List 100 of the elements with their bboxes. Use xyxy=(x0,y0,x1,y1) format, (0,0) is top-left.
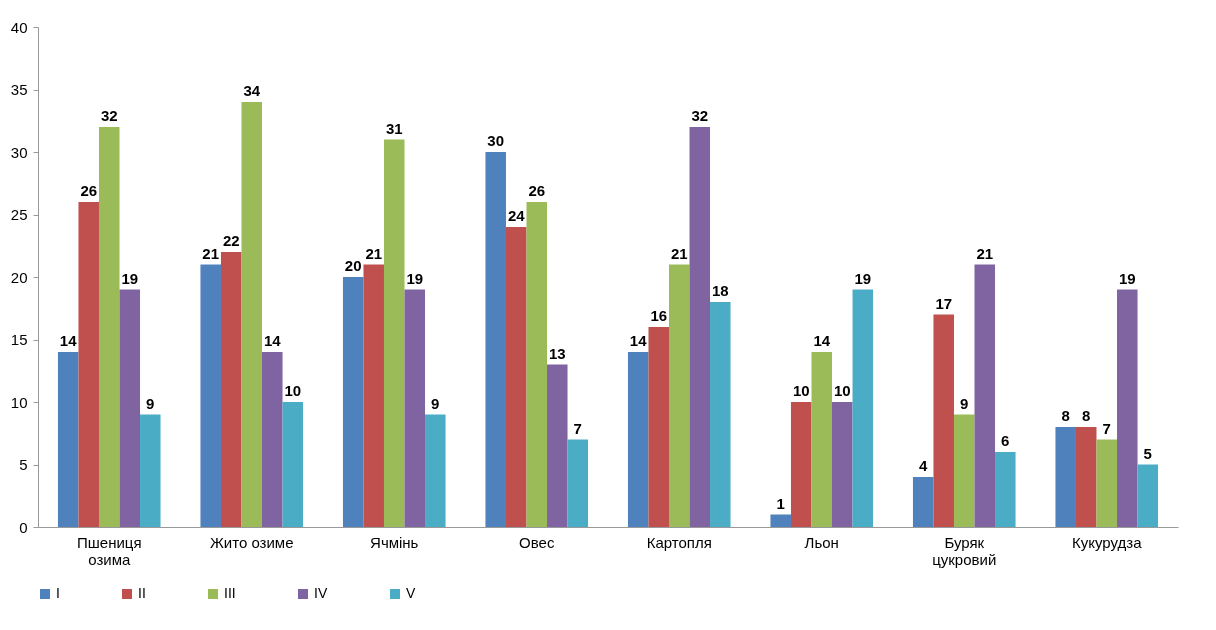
bar xyxy=(953,414,975,527)
data-label: 8 xyxy=(1061,407,1070,424)
data-label: 7 xyxy=(1102,419,1111,437)
legend-label: IV xyxy=(314,585,328,601)
data-label: 19 xyxy=(854,269,872,287)
data-label: 10 xyxy=(792,382,810,399)
bar xyxy=(770,514,791,527)
bar xyxy=(1137,464,1159,527)
bar xyxy=(241,102,263,527)
data-label: 32 xyxy=(691,107,709,124)
data-label: 6 xyxy=(1001,432,1010,449)
data-label: 21 xyxy=(976,244,994,262)
bar xyxy=(547,364,568,527)
y-tick-label: 40 xyxy=(10,18,28,36)
data-label: 10 xyxy=(284,382,302,399)
data-label: 7 xyxy=(573,419,582,437)
data-label: 30 xyxy=(487,132,505,149)
data-label: 32 xyxy=(100,107,118,124)
bar xyxy=(790,402,812,527)
bar xyxy=(485,152,506,527)
bar xyxy=(57,352,79,527)
bar xyxy=(832,402,853,527)
bar xyxy=(363,264,384,527)
bar xyxy=(974,264,996,527)
y-tick-label: 15 xyxy=(10,331,28,348)
bar xyxy=(668,264,690,527)
legend-label: III xyxy=(224,585,236,601)
bar xyxy=(425,414,446,527)
data-label: 26 xyxy=(80,182,98,199)
data-label: 16 xyxy=(650,307,668,324)
data-label: 26 xyxy=(528,182,546,199)
data-label: 17 xyxy=(935,294,953,312)
data-label: 14 xyxy=(629,332,648,349)
bar xyxy=(710,302,731,527)
x-tick-label: Льон xyxy=(804,533,839,551)
data-label: 19 xyxy=(121,269,139,287)
legend-label: I xyxy=(56,585,60,601)
x-tick-label: Ячмінь xyxy=(370,533,419,551)
data-label: 24 xyxy=(507,207,526,224)
bar xyxy=(140,414,161,527)
data-label: 34 xyxy=(243,82,261,99)
bar xyxy=(98,127,120,527)
data-label: 5 xyxy=(1143,444,1152,462)
data-label: 31 xyxy=(385,119,403,137)
data-label: 8 xyxy=(1082,407,1091,424)
data-label: 21 xyxy=(202,244,220,262)
x-tick-label: Буряк цукровий xyxy=(932,533,997,568)
data-label: 18 xyxy=(711,282,729,299)
bar xyxy=(383,139,405,527)
data-label: 22 xyxy=(222,232,240,249)
data-label: 4 xyxy=(919,457,929,474)
bar xyxy=(1075,427,1097,527)
bar xyxy=(811,352,833,527)
y-tick-label: 0 xyxy=(19,518,28,536)
bar xyxy=(648,327,669,527)
y-tick-label: 30 xyxy=(10,143,28,161)
bar xyxy=(342,277,364,527)
bar xyxy=(526,202,548,527)
data-label: 14 xyxy=(813,332,831,349)
data-label: 9 xyxy=(960,394,969,412)
y-tick-label: 20 xyxy=(10,268,28,286)
data-label: 9 xyxy=(146,394,155,412)
legend-label: II xyxy=(138,585,146,601)
bar xyxy=(995,452,1016,527)
data-label: 21 xyxy=(670,244,688,262)
x-tick-label: Пшениця озима xyxy=(76,533,142,568)
data-label: 10 xyxy=(833,382,851,399)
data-label: 9 xyxy=(431,394,440,412)
data-label: 19 xyxy=(406,269,424,287)
data-label: 13 xyxy=(548,344,566,362)
bar xyxy=(1055,427,1076,527)
bar xyxy=(852,289,874,527)
data-label: 19 xyxy=(1118,269,1136,287)
y-tick-label: 25 xyxy=(10,206,28,223)
bar xyxy=(912,477,934,527)
y-tick-label: 10 xyxy=(10,393,28,411)
bar xyxy=(200,264,221,527)
bar xyxy=(689,127,711,527)
data-label: 14 xyxy=(59,332,78,349)
bar xyxy=(78,202,99,527)
x-tick-label: Жито озиме xyxy=(209,533,294,551)
y-tick-label: 5 xyxy=(19,456,28,473)
data-label: 1 xyxy=(776,494,785,512)
bar xyxy=(933,314,954,527)
x-tick-label: Овес xyxy=(519,533,555,551)
bar xyxy=(220,252,242,527)
bar xyxy=(505,227,527,527)
bar xyxy=(262,352,283,527)
y-tick-label: 35 xyxy=(10,81,28,98)
data-label: 14 xyxy=(263,332,282,349)
bar xyxy=(627,352,649,527)
x-tick-label: Картопля xyxy=(646,533,712,551)
bar xyxy=(404,289,426,527)
bar xyxy=(567,439,589,527)
bar xyxy=(282,402,304,527)
legend-label: V xyxy=(406,585,416,601)
bar xyxy=(1117,289,1138,527)
x-tick-label: Кукурудза xyxy=(1072,533,1143,551)
bar xyxy=(1096,439,1118,527)
bar xyxy=(119,289,141,527)
